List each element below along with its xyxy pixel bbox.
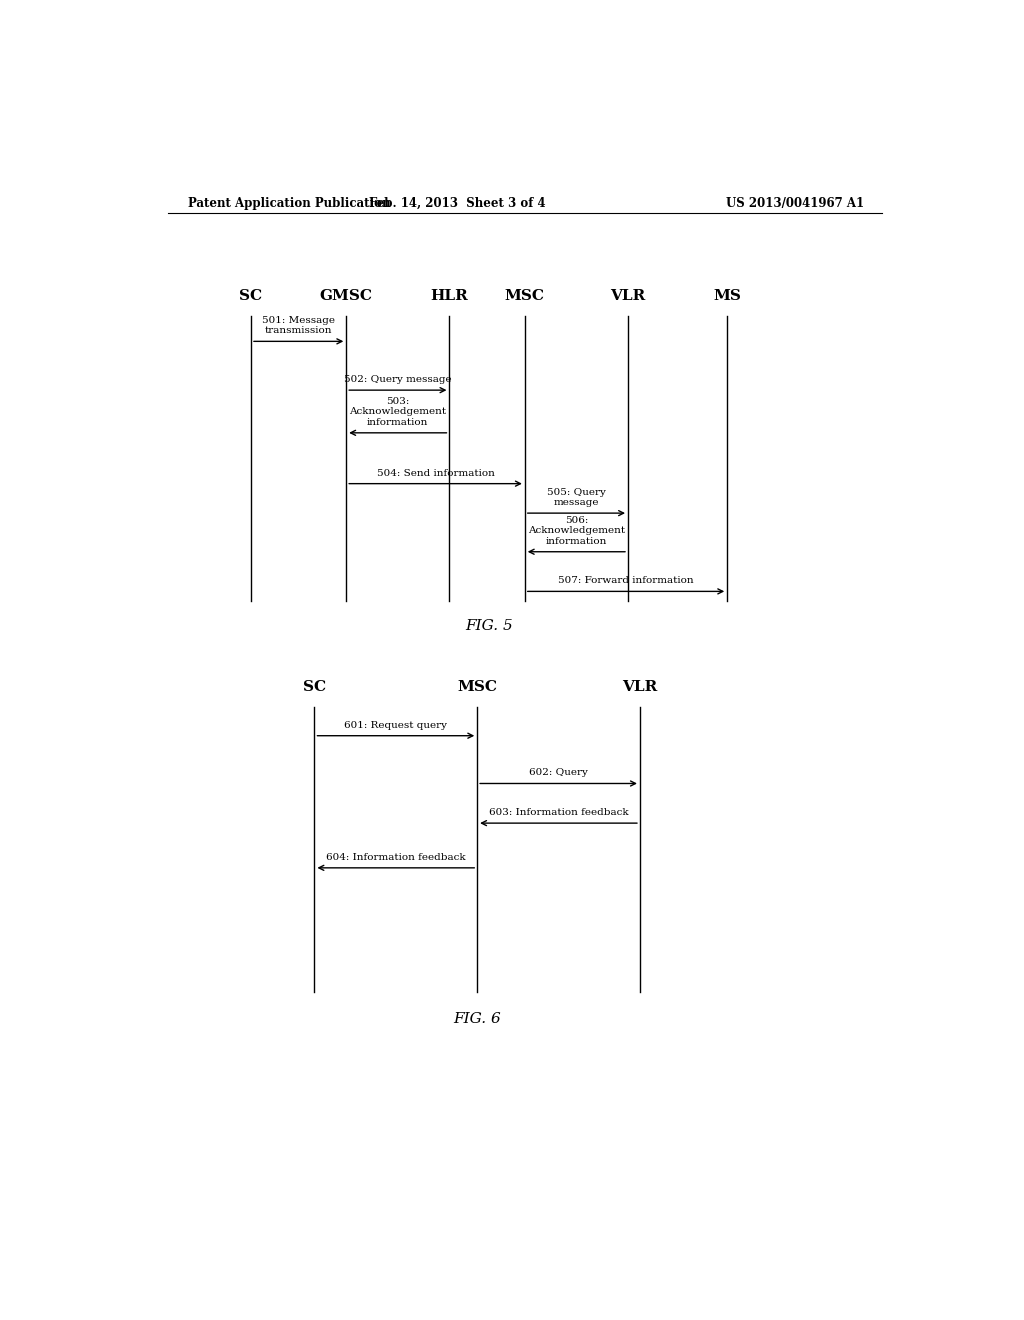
Text: Feb. 14, 2013  Sheet 3 of 4: Feb. 14, 2013 Sheet 3 of 4 [369, 197, 546, 210]
Text: FIG. 5: FIG. 5 [465, 619, 513, 634]
Text: 506:
Acknowledgement
information: 506: Acknowledgement information [527, 516, 625, 545]
Text: FIG. 6: FIG. 6 [454, 1012, 501, 1026]
Text: 604: Information feedback: 604: Information feedback [326, 853, 466, 862]
Text: 603: Information feedback: 603: Information feedback [488, 808, 629, 817]
Text: 602: Query: 602: Query [529, 768, 588, 777]
Text: 507: Forward information: 507: Forward information [558, 577, 694, 585]
Text: MSC: MSC [505, 289, 545, 302]
Text: 601: Request query: 601: Request query [344, 721, 447, 730]
Text: VLR: VLR [610, 289, 645, 302]
Text: SC: SC [303, 680, 326, 694]
Text: VLR: VLR [623, 680, 657, 694]
Text: Patent Application Publication: Patent Application Publication [187, 197, 390, 210]
Text: SC: SC [240, 289, 262, 302]
Text: 504: Send information: 504: Send information [377, 469, 495, 478]
Text: US 2013/0041967 A1: US 2013/0041967 A1 [726, 197, 863, 210]
Text: 505: Query
message: 505: Query message [547, 487, 606, 507]
Text: MSC: MSC [457, 680, 498, 694]
Text: 502: Query message: 502: Query message [344, 375, 452, 384]
Text: HLR: HLR [430, 289, 468, 302]
Text: GMSC: GMSC [319, 289, 373, 302]
Text: 501: Message
transmission: 501: Message transmission [262, 315, 335, 335]
Text: MS: MS [714, 289, 741, 302]
Text: 503:
Acknowledgement
information: 503: Acknowledgement information [349, 397, 446, 426]
